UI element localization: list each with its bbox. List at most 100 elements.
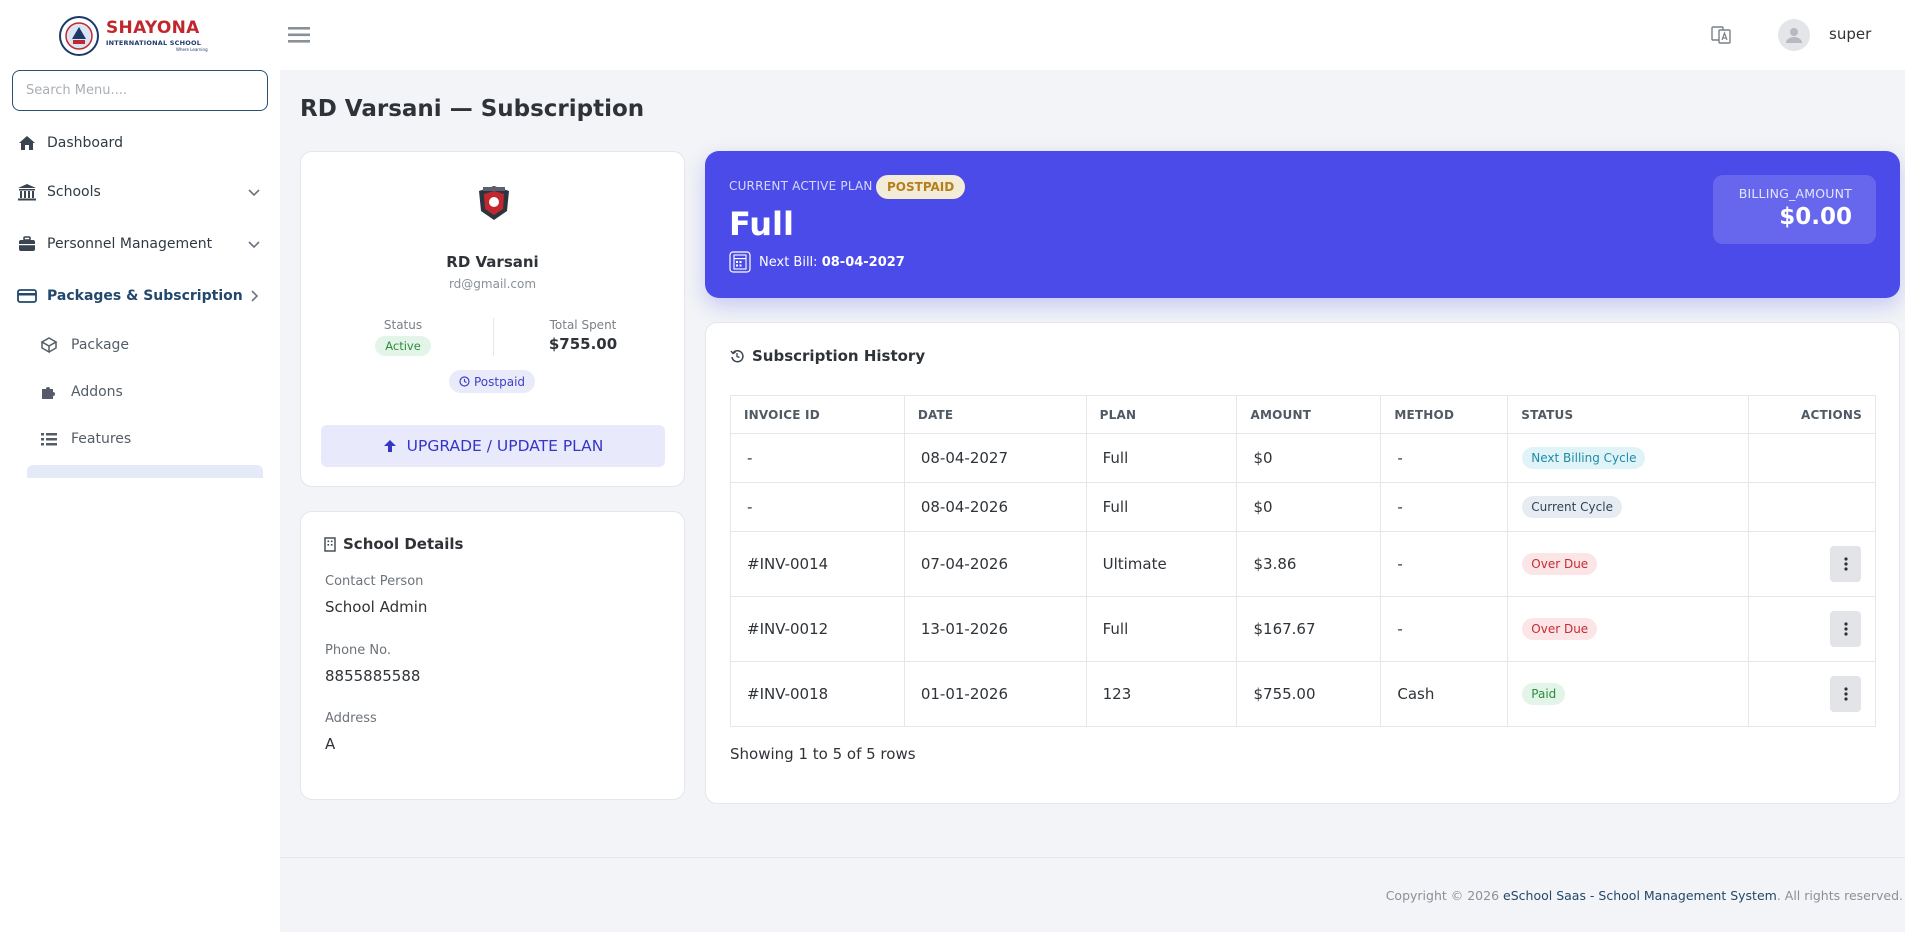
- status-stat: Status Active: [323, 318, 483, 356]
- column-header[interactable]: INVOICE ID: [730, 395, 905, 434]
- sidebar-subitem-features[interactable]: Features: [0, 419, 280, 459]
- method-cell: Cash: [1380, 661, 1509, 727]
- language-icon[interactable]: [1711, 25, 1731, 45]
- total-spent-value: $755.00: [548, 335, 618, 353]
- table-row: #INV-0012 13-01-2026 Full $167.67 - Over…: [730, 596, 1876, 662]
- date-cell: 08-04-2027: [903, 433, 1087, 483]
- actions-cell: [1748, 433, 1876, 483]
- sidebar-subitem-addons[interactable]: Addons: [0, 372, 280, 412]
- copyright-link[interactable]: eSchool Saas - School Management System: [1503, 888, 1777, 903]
- status-label: Status: [383, 318, 423, 332]
- status-cell: Next Billing Cycle: [1507, 433, 1750, 483]
- column-header[interactable]: STATUS: [1507, 395, 1750, 434]
- subscription-history-table: INVOICE ID DATE PLAN AMOUNT METHOD STATU…: [730, 395, 1876, 727]
- invoice-id-cell: -: [730, 433, 905, 483]
- date-cell: 01-01-2026: [903, 661, 1087, 727]
- next-bill-date: 08-04-2027: [821, 254, 905, 270]
- method-cell: -: [1380, 482, 1509, 532]
- sidebar-item-label: Personnel Management: [47, 236, 213, 252]
- hamburger-menu-icon[interactable]: [288, 24, 310, 46]
- sidebar-item-label: Dashboard: [47, 135, 123, 151]
- sidebar-item-label: Schools: [47, 184, 101, 200]
- sidebar-subitem-highlight[interactable]: [27, 465, 263, 478]
- sidebar-item-schools[interactable]: Schools: [0, 172, 280, 212]
- search-menu-input[interactable]: [12, 70, 268, 111]
- phone-label: Phone No.: [325, 643, 391, 658]
- total-spent-stat: Total Spent $755.00: [503, 318, 663, 353]
- upgrade-plan-button[interactable]: UPGRADE / UPDATE PLAN: [321, 425, 665, 467]
- plan-cell: 123: [1085, 661, 1238, 727]
- table-row: - 08-04-2027 Full $0 - Next Billing Cycl…: [730, 433, 1876, 483]
- school-logo[interactable]: SHAYONA INTERNATIONAL SCHOOL Where Learn…: [58, 14, 208, 58]
- status-cell: Current Cycle: [1507, 482, 1750, 532]
- amount-cell: $0: [1236, 482, 1382, 532]
- date-cell: 08-04-2026: [903, 482, 1087, 532]
- status-badge: Paid: [1522, 683, 1566, 705]
- calendar-icon: [729, 251, 751, 273]
- date-cell: 13-01-2026: [903, 596, 1087, 662]
- pagination-info: Showing 1 to 5 of 5 rows: [730, 745, 916, 763]
- kebab-menu-icon: [1843, 557, 1848, 571]
- plan-cell: Full: [1085, 482, 1238, 532]
- sidebar-item-dashboard[interactable]: Dashboard: [0, 123, 280, 163]
- column-header[interactable]: PLAN: [1085, 395, 1238, 434]
- address-value: A: [325, 735, 336, 753]
- row-actions-button[interactable]: [1830, 546, 1861, 582]
- amount-cell: $755.00: [1236, 661, 1382, 727]
- status-badge: Over Due: [1522, 553, 1598, 575]
- sidebar-subitem-label: Addons: [71, 384, 123, 400]
- row-actions-button[interactable]: [1830, 676, 1861, 712]
- status-cell: Paid: [1507, 661, 1750, 727]
- sidebar-item-packages-subscription[interactable]: Packages & Subscription: [0, 276, 280, 316]
- username[interactable]: super: [1829, 25, 1872, 43]
- actions-cell: [1748, 661, 1876, 727]
- logo-tagline: Where Learning: [176, 47, 208, 53]
- table-row: - 08-04-2026 Full $0 - Current Cycle: [730, 482, 1876, 532]
- bank-icon: [17, 182, 37, 202]
- status-badge: Over Due: [1522, 618, 1598, 640]
- contact-person-value: School Admin: [325, 598, 428, 616]
- plan-cell: Full: [1085, 596, 1238, 662]
- billing-amount-label: BILLING_AMOUNT: [1738, 186, 1852, 201]
- sidebar-item-personnel-management[interactable]: Personnel Management: [0, 224, 280, 264]
- upgrade-plan-label: UPGRADE / UPDATE PLAN: [406, 437, 604, 455]
- status-cell: Over Due: [1507, 596, 1750, 662]
- method-cell: -: [1380, 531, 1509, 597]
- school-email: rd@gmail.com: [448, 277, 537, 291]
- next-bill-label: Next Bill:: [759, 254, 818, 270]
- column-header[interactable]: DATE: [903, 395, 1087, 434]
- subscription-history-title-text: Subscription History: [752, 347, 926, 365]
- table-row: #INV-0018 01-01-2026 123 $755.00 Cash Pa…: [730, 661, 1876, 727]
- subscription-history-card: Subscription History INVOICE ID DATE PLA…: [705, 322, 1900, 804]
- date-cell: 07-04-2026: [903, 531, 1087, 597]
- user-avatar[interactable]: [1778, 19, 1810, 51]
- amount-cell: $167.67: [1236, 596, 1382, 662]
- next-bill: Next Bill: 08-04-2027: [729, 251, 905, 273]
- method-cell: -: [1380, 433, 1509, 483]
- invoice-id-cell: -: [730, 482, 905, 532]
- kebab-menu-icon: [1843, 622, 1848, 636]
- column-header[interactable]: AMOUNT: [1236, 395, 1382, 434]
- amount-cell: $3.86: [1236, 531, 1382, 597]
- school-crest-icon: [59, 16, 99, 56]
- page-title: RD Varsani — Subscription: [300, 96, 645, 122]
- actions-cell: [1748, 482, 1876, 532]
- top-navbar: super: [280, 0, 1905, 70]
- history-icon: [730, 350, 744, 363]
- amount-cell: $0: [1236, 433, 1382, 483]
- sidebar-subitem-package[interactable]: Package: [0, 325, 280, 365]
- current-plan-name: Full: [729, 205, 794, 243]
- school-details-card: School Details Contact Person School Adm…: [300, 511, 685, 800]
- plan-type-label: Postpaid: [474, 374, 526, 389]
- column-header[interactable]: METHOD: [1380, 395, 1509, 434]
- school-logo-icon: [479, 186, 509, 220]
- column-header: ACTIONS: [1748, 395, 1876, 434]
- status-badge: Active: [375, 336, 431, 356]
- status-badge: Current Cycle: [1522, 496, 1622, 518]
- actions-cell: [1748, 596, 1876, 662]
- row-actions-button[interactable]: [1830, 611, 1861, 647]
- plan-billing-type-badge: POSTPAID: [876, 175, 966, 199]
- status-cell: Over Due: [1507, 531, 1750, 597]
- copyright: Copyright © 2026 eSchool Saas - School M…: [1386, 888, 1903, 903]
- copyright-suffix: . All rights reserved.: [1776, 888, 1903, 903]
